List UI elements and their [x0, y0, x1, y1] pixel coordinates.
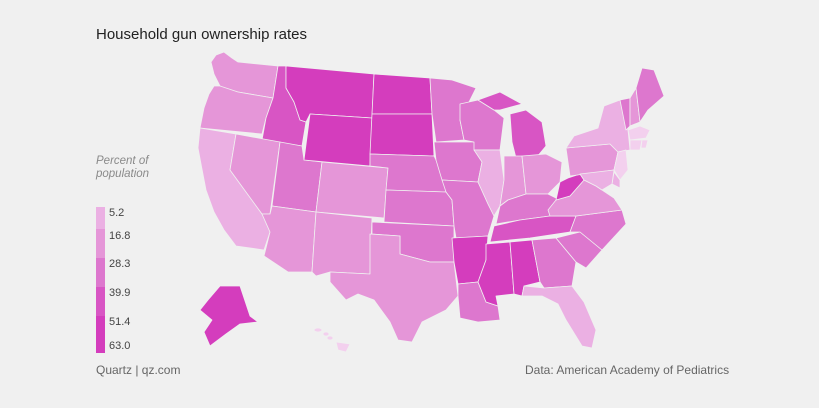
- state-tx: [329, 233, 459, 343]
- state-nj: [613, 149, 629, 181]
- hawaii-island-3: [326, 335, 334, 341]
- legend-title-line1: Percent of: [96, 155, 149, 167]
- legend-swatch-2: [96, 229, 105, 258]
- state-ri: [640, 139, 649, 149]
- state-hi: [335, 341, 351, 353]
- legend-title: Percent of population: [96, 155, 166, 181]
- state-nm: [311, 211, 373, 277]
- legend-label-5: 51.4: [109, 316, 131, 328]
- legend-label-1: 5.2: [109, 207, 125, 219]
- hawaii-island-1: [313, 327, 323, 333]
- legend-swatch-3: [96, 258, 105, 287]
- legend-label-6: 63.0: [109, 340, 131, 352]
- state-me: [635, 67, 665, 123]
- legend-swatch-4: [96, 287, 105, 316]
- hawaii-island-2: [322, 331, 330, 337]
- legend-label-2: 16.8: [109, 230, 131, 242]
- state-ct: [629, 139, 643, 151]
- map-title: Household gun ownership rates: [96, 26, 307, 43]
- legend-label-4: 39.9: [109, 287, 131, 299]
- state-ma: [627, 125, 651, 141]
- state-ny: [565, 99, 631, 153]
- state-il: [473, 149, 505, 217]
- state-ak: [199, 285, 259, 347]
- state-md: [579, 169, 615, 191]
- legend-swatch-5: [96, 316, 105, 353]
- state-oh: [521, 153, 563, 195]
- state-or: [199, 85, 274, 135]
- state-mt: [285, 65, 375, 123]
- state-nd: [371, 73, 433, 115]
- legend-title-line2: population: [96, 168, 150, 180]
- state-fl: [521, 285, 597, 349]
- state-az: [261, 205, 317, 273]
- state-sd: [369, 113, 435, 157]
- legend-label-3: 28.3: [109, 258, 131, 270]
- state-co: [315, 161, 389, 219]
- state-mi: [477, 91, 547, 159]
- legend-swatch-1: [96, 207, 105, 229]
- state-ks: [383, 189, 455, 227]
- data-source-text: Data: American Academy of Pediatrics: [525, 363, 730, 377]
- credit-text: Quartz | qz.com: [96, 363, 181, 377]
- state-wy: [303, 113, 373, 167]
